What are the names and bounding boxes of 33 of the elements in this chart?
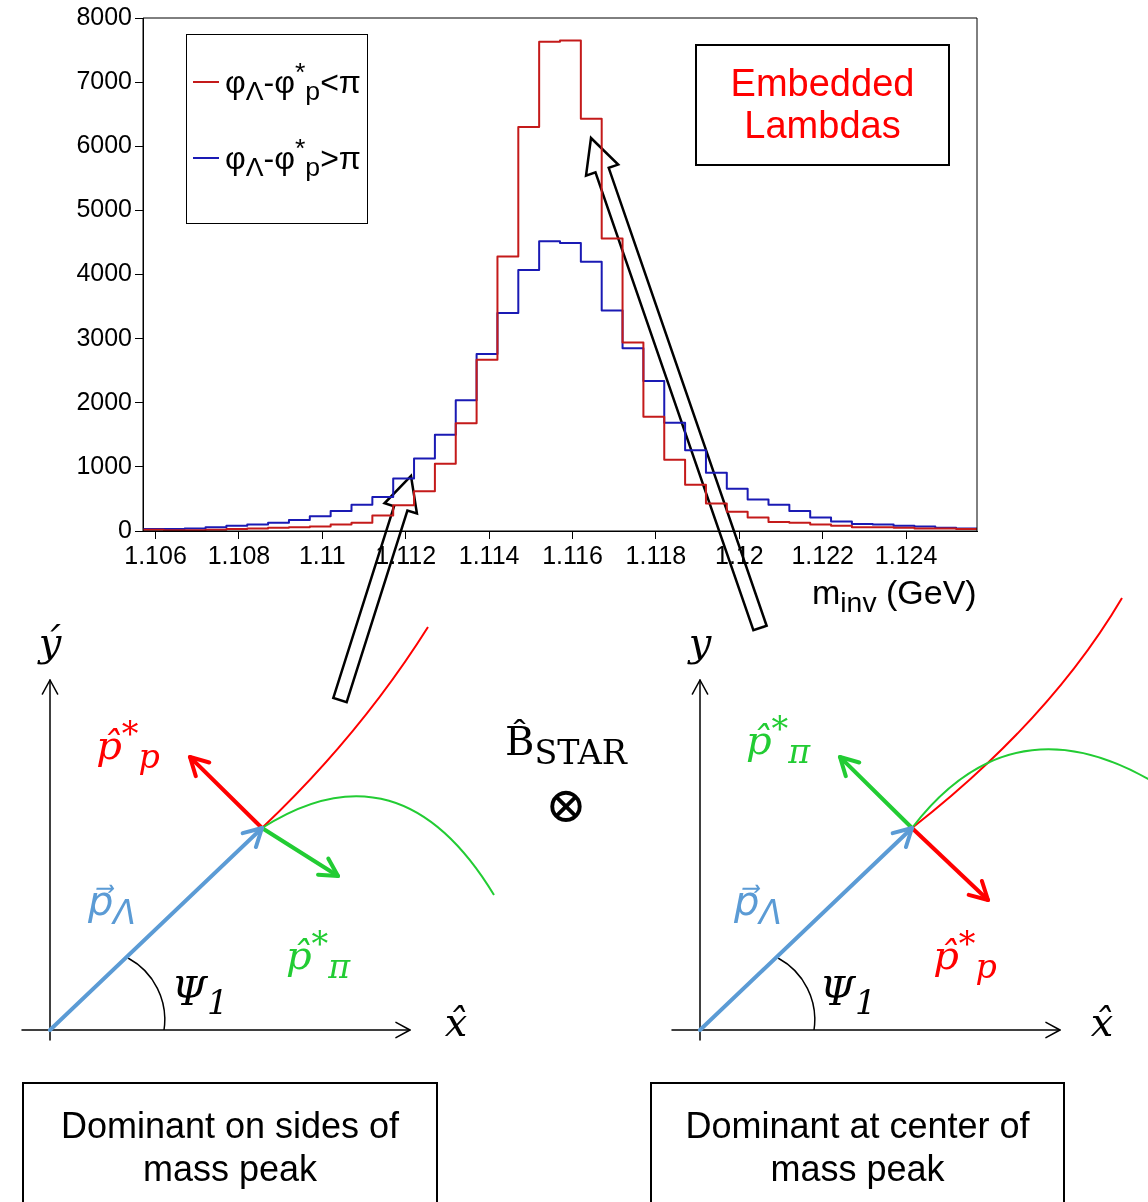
text: y bbox=[688, 619, 712, 665]
y-tick-label: 1000 bbox=[76, 450, 132, 479]
x-tick-label: 1.11 bbox=[298, 540, 346, 569]
text: Dominant on sides of mass peak bbox=[22, 1082, 438, 1202]
text: ⊗ bbox=[545, 776, 587, 834]
text: ý bbox=[38, 619, 62, 665]
y-tick-label: 7000 bbox=[76, 66, 132, 95]
annotation: Embedded Lambdas bbox=[695, 44, 950, 166]
y-tick-label: 5000 bbox=[76, 194, 132, 223]
text: Ψ$_{1}$ bbox=[819, 967, 877, 1022]
x-tick-label: 1.124 bbox=[874, 540, 938, 569]
y-tick-label: 3000 bbox=[76, 322, 132, 351]
y-tick-label: 4000 bbox=[76, 258, 132, 287]
x-tick-label: 1.118 bbox=[625, 540, 687, 569]
legend-label: φ$_{Λ}$-φ$^{*}$$_{p}$>π bbox=[225, 133, 361, 184]
x-tick-label: 1.116 bbox=[542, 540, 603, 569]
text: p⃗$_{Λ}$ bbox=[87, 877, 137, 932]
y-tick-label: 2000 bbox=[76, 386, 132, 415]
text: x̂ bbox=[444, 999, 468, 1045]
text: B̂$_{STAR}$ bbox=[505, 717, 627, 772]
text: x̂ bbox=[1090, 999, 1114, 1045]
y-tick-label: 8000 bbox=[76, 1, 132, 30]
x-tick-label: 1.106 bbox=[124, 540, 187, 569]
text: Dominant at center of mass peak bbox=[650, 1082, 1065, 1202]
x-tick-label: 1.114 bbox=[458, 540, 520, 569]
legend-label: φ$_{Λ}$-φ$^{*}$$_{p}$<π bbox=[225, 57, 361, 108]
text: p⃗$_{Λ}$ bbox=[733, 877, 783, 932]
text: Ψ$_{1}$ bbox=[171, 967, 229, 1022]
x-axis-title: m$_{inv}$ (GeV) bbox=[812, 573, 977, 619]
y-tick-label: 6000 bbox=[76, 130, 132, 159]
x-tick-label: 1.122 bbox=[791, 540, 854, 569]
y-tick-label: 0 bbox=[118, 514, 132, 543]
x-tick-label: 1.108 bbox=[207, 540, 271, 569]
